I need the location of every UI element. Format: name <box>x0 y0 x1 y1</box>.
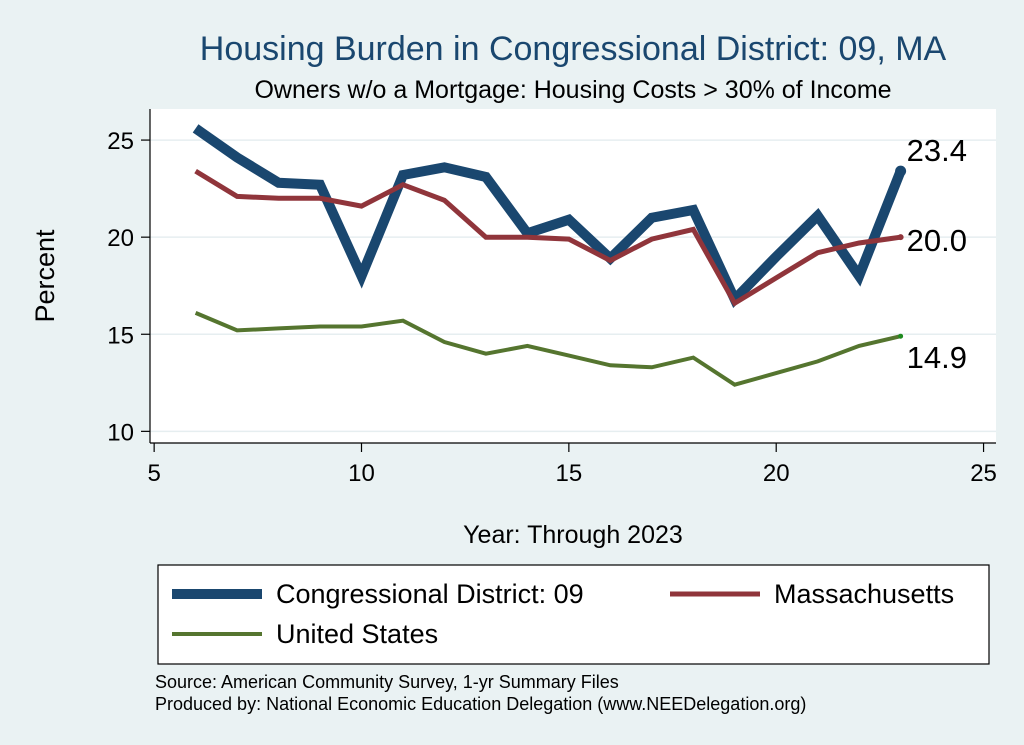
series-line-2 <box>194 168 901 307</box>
legend-box <box>157 564 990 665</box>
produced-note: Produced by: National Economic Education… <box>155 694 806 714</box>
plot-area <box>150 109 996 443</box>
end-label-1: 23.4 <box>907 133 967 168</box>
series-end-marker-2 <box>897 234 904 241</box>
legend-label-1: Congressional District: 09 <box>276 579 584 609</box>
chart-title: Housing Burden in Congressional District… <box>200 30 947 68</box>
series-line-3 <box>194 311 902 387</box>
y-tick-label: 20 <box>107 225 134 252</box>
y-axis-title: Percent <box>30 229 60 323</box>
x-tick-label: 20 <box>763 460 790 487</box>
chart-subtitle: Owners w/o a Mortgage: Housing Costs > 3… <box>254 76 891 104</box>
legend-label-2: Massachusetts <box>774 579 954 609</box>
source-note: Source: American Community Survey, 1-yr … <box>155 672 619 692</box>
end-label-3: 14.9 <box>907 340 967 375</box>
legend: Congressional District: 09 Massachusetts U… <box>172 579 954 649</box>
x-tick-label: 25 <box>970 460 997 487</box>
end-label-2: 20.0 <box>907 223 967 258</box>
x-tick-label: 5 <box>147 460 160 487</box>
grid-lines <box>150 139 996 433</box>
y-axis: 10 15 20 25 <box>107 109 151 446</box>
y-tick-label: 25 <box>107 128 134 155</box>
x-axis-title: Year: Through 2023 <box>463 521 683 549</box>
y-tick-label: 10 <box>107 419 134 446</box>
series-line-1 <box>192 124 906 308</box>
series-end-marker-3 <box>898 333 904 339</box>
y-tick-label: 15 <box>107 322 134 349</box>
legend-label-3: United States <box>276 619 438 649</box>
x-tick-label: 15 <box>556 460 583 487</box>
x-tick-label: 10 <box>348 460 375 487</box>
series-lines <box>192 124 907 387</box>
end-labels: 23.4 20.0 14.9 <box>907 133 967 375</box>
series-end-marker-1 <box>895 165 907 177</box>
x-axis: 5 10 15 20 25 <box>147 442 997 487</box>
